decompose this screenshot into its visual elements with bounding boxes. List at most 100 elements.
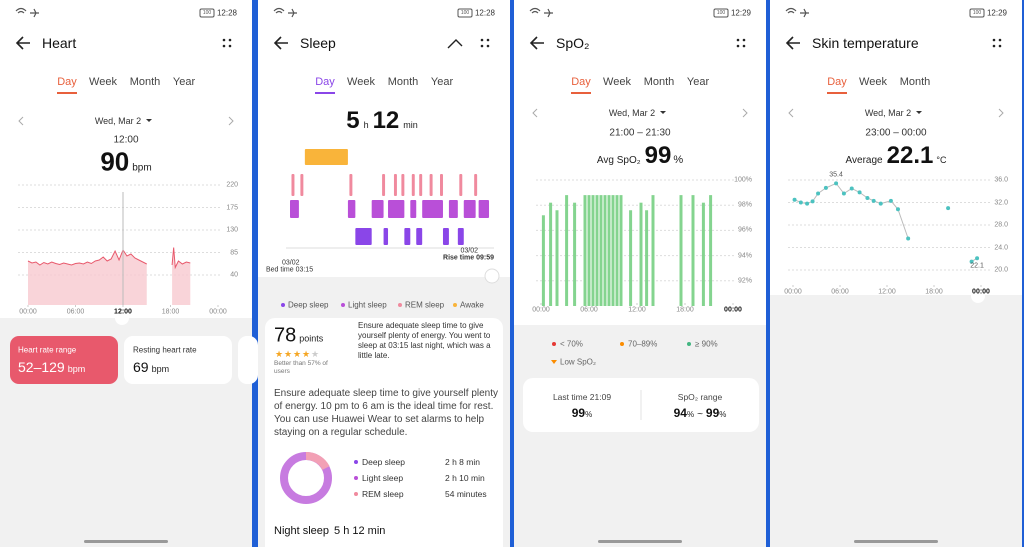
x-tick-label: 12:00 <box>114 308 132 316</box>
wifi-icon <box>785 7 797 14</box>
spo2-bar <box>573 202 577 306</box>
breakdown-value: 2 h 10 min <box>445 473 485 483</box>
previous-day <box>788 108 794 118</box>
share-icon <box>447 39 463 49</box>
x-tick-label: 06:00 <box>66 308 85 316</box>
sleep-segment <box>422 200 443 218</box>
temperature-point <box>849 186 854 191</box>
spo2-bar <box>619 195 623 306</box>
period-tab[interactable]: Week <box>89 76 117 88</box>
spo2-bar <box>611 195 615 306</box>
heart-rate-line <box>27 247 191 270</box>
period-tab[interactable]: Day <box>315 76 335 88</box>
active-tab-underline <box>827 92 847 94</box>
rating-star: ★ <box>293 349 301 359</box>
unit: min <box>403 120 418 130</box>
x-tick-label: 00:00 <box>724 306 742 314</box>
battery-icon <box>969 8 985 18</box>
status-time: 12:29 <box>986 8 1007 18</box>
chart-handle <box>115 311 129 325</box>
date-selector[interactable]: Wed, Mar 2 <box>864 108 912 118</box>
period-tab[interactable]: Year <box>430 76 454 88</box>
more-menu-dot <box>228 38 232 42</box>
period-tab[interactable]: Year <box>686 76 710 88</box>
legend-marker <box>551 360 557 364</box>
avg-spo2: Avg SpO₂ 99% <box>597 142 683 170</box>
legend-dot <box>281 303 285 307</box>
period-tab[interactable]: Week <box>859 76 887 88</box>
more-menu-dot <box>486 38 490 42</box>
y-tick-label: 130 <box>226 226 238 234</box>
breakdown-dot <box>354 492 358 496</box>
sleep-segment <box>440 174 443 196</box>
score-advice: Ensure adequate sleep time to give yours… <box>358 321 491 360</box>
value: 78 <box>274 324 297 347</box>
next-day <box>998 108 1004 118</box>
spo2-bar <box>555 210 559 306</box>
period-tab[interactable]: Day <box>827 76 847 88</box>
temperature-point <box>895 207 900 212</box>
back-button <box>273 36 288 50</box>
spo2-bar <box>591 195 595 306</box>
unit: points <box>299 333 324 344</box>
sleep-segment <box>393 174 397 196</box>
home-indicator <box>598 540 682 543</box>
unit: °C <box>936 155 947 165</box>
y-tick-label: 85 <box>230 249 238 256</box>
sleep-segment <box>411 174 415 196</box>
previous-day <box>532 108 538 118</box>
back-button <box>529 36 544 50</box>
date-selector[interactable]: Wed, Mar 2 <box>608 108 656 118</box>
reading-time: 12:00 <box>113 134 139 146</box>
temperature-point <box>969 259 974 264</box>
period-tab[interactable]: Month <box>387 76 419 88</box>
sleep-segment <box>478 200 490 218</box>
airplane-icon <box>800 8 809 18</box>
y-tick-label: 32.0 <box>994 199 1008 206</box>
score-rank: Better than 57% of users <box>274 360 328 375</box>
chart-handle <box>971 289 985 303</box>
period-tab[interactable]: Year <box>172 76 196 88</box>
y-tick-label: 96% <box>737 226 752 234</box>
sleep-segment <box>388 200 405 218</box>
battery-level: 100 <box>972 10 982 16</box>
period-tab[interactable]: Month <box>643 76 675 88</box>
y-tick-label: 100% <box>734 176 752 184</box>
point-annotation: 22.1 <box>970 262 984 270</box>
period-tab[interactable]: Day <box>571 76 591 88</box>
temperature-point <box>810 199 815 204</box>
spo2-bar <box>639 202 643 306</box>
breakdown-dot <box>354 476 358 480</box>
more-menu-dot <box>992 44 996 48</box>
breakdown-value: 2 h 8 min <box>445 457 480 467</box>
period-tab[interactable]: Month <box>129 76 161 88</box>
active-tab-underline <box>315 92 335 94</box>
period-tab[interactable]: Month <box>899 76 931 88</box>
y-tick-label: 24.0 <box>994 244 1008 251</box>
battery-icon <box>199 8 215 18</box>
card-label: Last time 21:09 <box>552 392 612 402</box>
screen-title: Heart <box>42 35 77 51</box>
label: Average <box>845 155 883 166</box>
date-selector[interactable]: Wed, Mar 2 <box>94 116 142 126</box>
x-tick-label: 18:00 <box>161 308 180 316</box>
temperature-point <box>946 206 951 211</box>
unit: % <box>673 154 684 166</box>
hours: 5 <box>346 107 360 134</box>
breakdown-value: 54 minutes <box>445 489 487 499</box>
temperature-point <box>805 201 810 206</box>
sleep-segment <box>410 200 417 218</box>
x-tick-label: 00:00 <box>972 288 990 296</box>
point-annotation: 35.4 <box>829 171 843 179</box>
spo2-bar <box>679 195 683 306</box>
sleep-segment <box>404 228 411 245</box>
unit: bpm <box>151 364 170 374</box>
date-dropdown <box>660 111 666 114</box>
period-tab[interactable]: Day <box>57 76 77 88</box>
spo2-bar <box>651 195 655 306</box>
sleep-segment <box>291 174 295 196</box>
unit: bpm <box>132 162 152 174</box>
period-tab[interactable]: Week <box>603 76 631 88</box>
period-tab[interactable]: Week <box>347 76 375 88</box>
